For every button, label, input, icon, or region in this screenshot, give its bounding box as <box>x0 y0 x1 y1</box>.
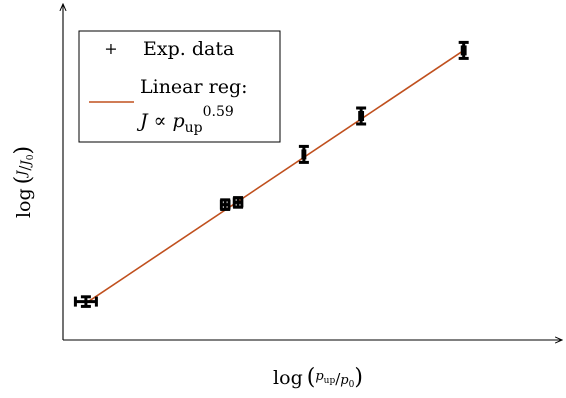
formula-var: p <box>172 110 184 132</box>
x-label-den: p <box>340 373 349 388</box>
legend-data-label: Exp. data <box>143 38 234 60</box>
x-label-den-sub: 0 <box>349 380 355 390</box>
y-axis-label: log(J/J0) <box>11 146 36 218</box>
legend-data-marker: + <box>104 39 117 58</box>
data-point <box>219 198 231 211</box>
x-label-num-sub: up <box>324 376 336 386</box>
data-point <box>232 196 244 209</box>
data-point <box>458 40 469 60</box>
formula-exp: 0.59 <box>203 104 234 120</box>
y-label-num: J <box>15 170 30 179</box>
formula-rel: ∝ <box>154 110 167 132</box>
legend-box <box>78 30 281 143</box>
y-label-base: log <box>13 188 35 218</box>
fit-line <box>85 49 465 304</box>
data-point <box>73 295 98 308</box>
formula-lhs: J <box>136 110 149 132</box>
data-point <box>298 144 309 164</box>
y-label-den-sub: 0 <box>26 154 36 160</box>
legend-fit-formula: J ∝ pup0.59 <box>136 104 234 136</box>
legend: + Exp. data Linear reg: J ∝ pup0.59 <box>78 30 281 143</box>
legend-fit-label: Linear reg: <box>140 76 248 98</box>
fit-line-layer <box>85 49 465 304</box>
data-points-layer <box>73 40 469 308</box>
data-point <box>356 106 367 126</box>
formula-sub: up <box>185 120 203 136</box>
x-label-num: p <box>315 369 324 384</box>
y-label-den: J <box>19 159 34 168</box>
x-axis-label: log (pup/p0) <box>273 365 363 390</box>
x-label-base: log <box>273 367 303 389</box>
